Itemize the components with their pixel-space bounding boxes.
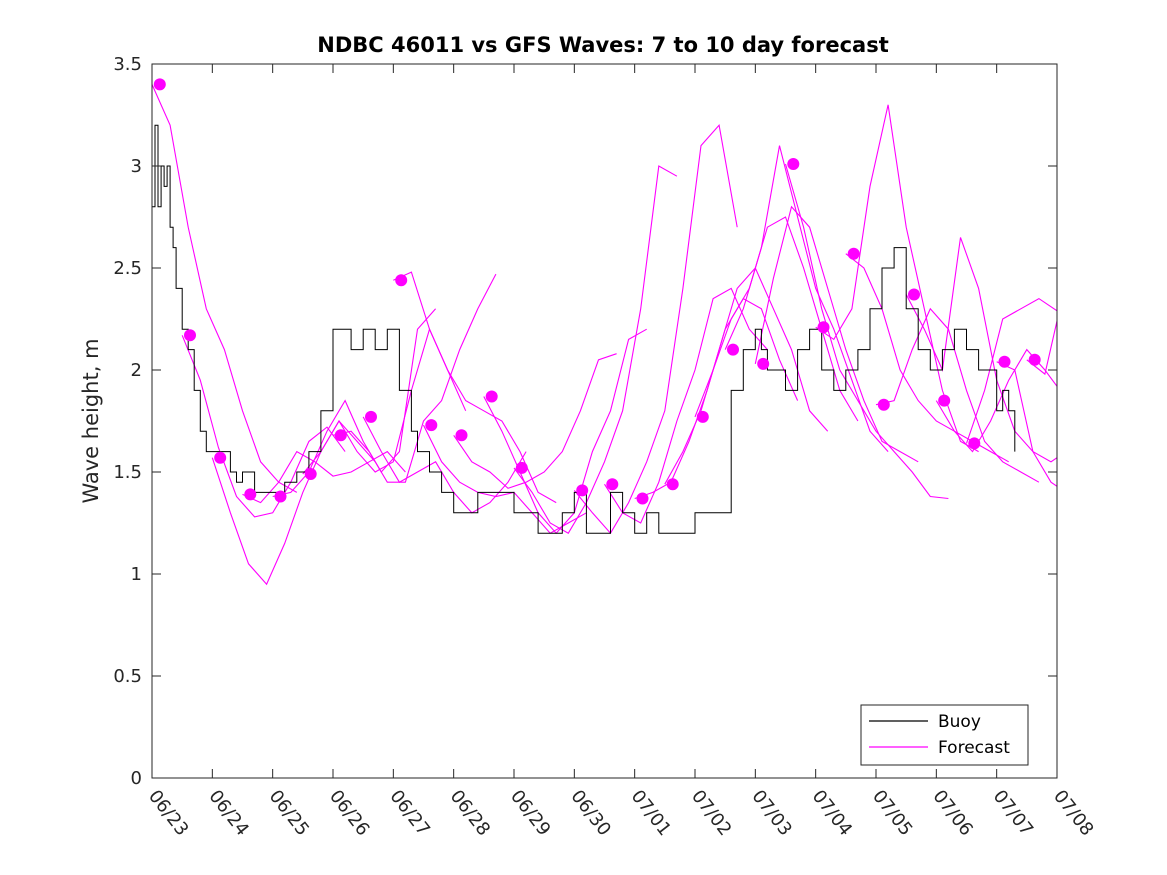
forecast-marker — [787, 158, 800, 170]
legend: Buoy Forecast — [860, 704, 1029, 766]
buoy-line — [152, 124, 1016, 534]
forecast-line-1 — [181, 335, 346, 518]
chart-title: NDBC 46011 vs GFS Waves: 7 to 10 day for… — [317, 33, 888, 57]
forecast-marker — [425, 419, 438, 432]
forecast-line-21 — [815, 104, 979, 453]
forecast-marker — [184, 329, 196, 342]
forecast-line-23 — [875, 307, 1040, 483]
forecast-line-27 — [996, 361, 1057, 487]
forecast-marker — [757, 357, 770, 370]
forecast-marker — [395, 274, 408, 287]
forecast-marker — [365, 410, 377, 423]
forecast-marker — [304, 468, 317, 480]
forecast-line-16 — [664, 266, 829, 485]
y-tick-label: 3.5 — [113, 54, 142, 75]
y-tick-label: 3 — [131, 156, 142, 177]
legend-buoy-label: Buoy — [938, 712, 981, 732]
forecast-line-6 — [332, 273, 497, 483]
forecast-marker — [153, 78, 166, 91]
forecast-marker — [214, 451, 227, 464]
forecast-marker — [666, 478, 679, 491]
forecast-marker — [968, 437, 981, 450]
forecast-marker — [817, 321, 830, 334]
forecast-line-26 — [965, 297, 1057, 444]
forecast-line-10 — [453, 353, 617, 489]
forecast-marker — [696, 410, 709, 423]
forecast-line-22 — [845, 253, 1009, 463]
y-tick-label: 1.5 — [113, 462, 142, 483]
forecast-line-19 — [754, 205, 919, 463]
forecast-line-14 — [604, 287, 768, 524]
y-tick-label: 0.5 — [113, 666, 142, 687]
forecast-line-2 — [211, 420, 376, 586]
forecast-line-12 — [513, 165, 678, 534]
forecast-marker — [606, 478, 619, 491]
plot-area — [152, 78, 1057, 586]
axes-box — [151, 63, 1058, 779]
forecast-marker — [334, 429, 347, 442]
y-tick-label: 0 — [131, 768, 142, 789]
forecast-marker — [1028, 353, 1041, 366]
forecast-line-13 — [573, 123, 738, 535]
legend-box — [860, 704, 1029, 766]
forecast-marker — [485, 390, 498, 403]
forecast-marker — [727, 343, 739, 356]
forecast-line-24 — [905, 237, 1057, 463]
forecast-line-20 — [784, 163, 949, 500]
forecast-marker — [938, 394, 951, 407]
y-axis-label: Wave height, m — [79, 338, 103, 503]
forecast-marker — [998, 355, 1011, 368]
legend-forecast-label: Forecast — [938, 738, 1010, 758]
forecast-marker — [274, 490, 287, 503]
forecast-marker — [636, 492, 649, 505]
forecast-line-25 — [935, 348, 1057, 453]
forecast-marker — [244, 488, 257, 501]
forecast-marker — [515, 461, 528, 474]
forecast-marker — [455, 429, 468, 442]
forecast-line-17 — [694, 216, 859, 422]
forecast-marker — [576, 484, 589, 497]
forecast-marker — [877, 398, 890, 411]
forecast-line-8 — [393, 271, 557, 504]
forecast-marker — [908, 288, 920, 301]
y-tick-label: 1 — [131, 564, 142, 585]
forecast-line-11 — [483, 328, 647, 535]
forecast-line-0 — [152, 84, 298, 493]
forecast-marker — [847, 247, 860, 260]
y-tick-label: 2 — [131, 360, 142, 381]
y-tick-label: 2.5 — [113, 258, 142, 279]
